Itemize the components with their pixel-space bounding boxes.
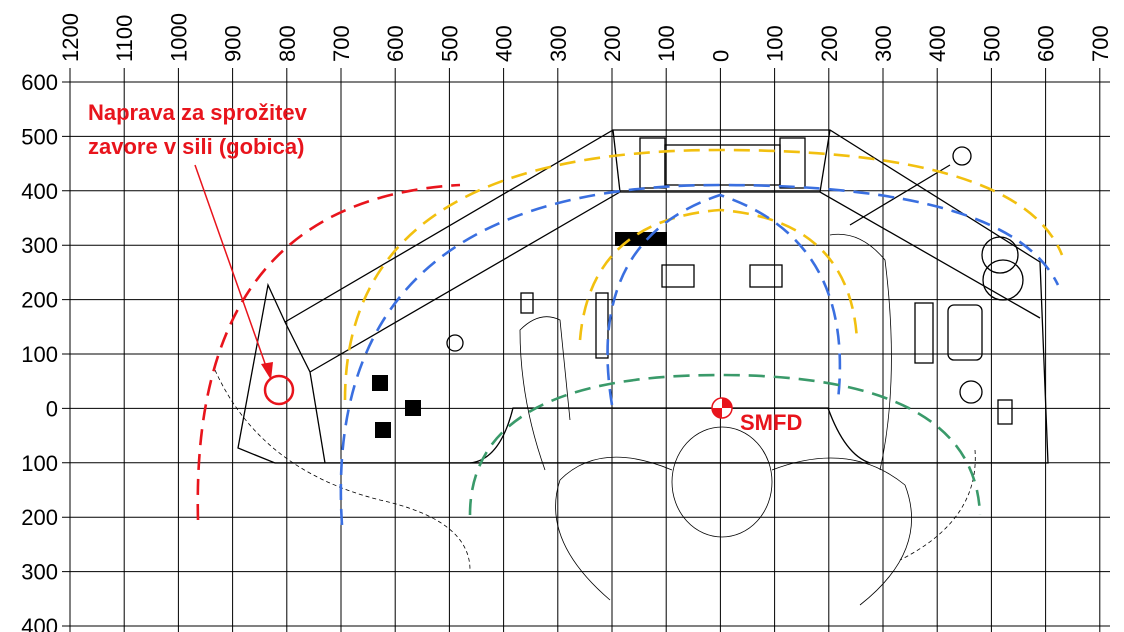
x-axis-label: 200 [600,25,625,62]
y-axis-label: 100 [21,451,58,476]
diagram: 1200110010009008007006005004003002001000… [0,0,1124,632]
operator [215,234,975,605]
annotation: SMFD [740,410,802,435]
body [556,457,912,605]
x-axis-label: 600 [383,25,408,62]
button [375,422,391,438]
x-axis-label: 300 [871,25,896,62]
arm-reach [215,370,975,570]
desk-edge [613,130,620,192]
y-axis-label: 300 [21,560,58,585]
emergency-brake-marker [265,376,293,404]
gauge [983,260,1023,300]
y-axis-label: 100 [21,342,58,367]
desk-outline [238,130,1048,463]
head [672,427,772,537]
y-axis-label: 500 [21,124,58,149]
y-axis-label: 400 [21,179,58,204]
arms [520,234,891,470]
x-axis-label: 100 [654,25,679,62]
x-axis-label: 300 [546,25,571,62]
button [372,375,388,391]
display [662,265,694,287]
reach-zone [580,210,857,340]
y-axis-label: 600 [21,70,58,95]
desk-front [470,408,870,463]
reach-zone [341,185,1058,525]
y-axis-label: 300 [21,233,58,258]
lever [948,305,982,360]
desk-edge [285,322,325,463]
desk [238,130,1048,463]
x-axis-label: 1100 [112,15,137,62]
display [750,265,782,287]
x-axis-label: 800 [275,25,300,62]
x-axis-label: 400 [925,25,950,62]
x-axis-label: 700 [329,25,354,62]
y-axis-label: 0 [46,396,58,421]
knob [960,381,982,403]
x-axis-label: 600 [1034,25,1059,62]
annotation: Naprava za sprožitev [88,100,308,125]
y-axis-label: 200 [21,288,58,313]
x-axis-label: 1000 [166,13,191,62]
lever [596,293,608,358]
reach-zone [198,185,460,520]
reach-zone [345,150,1062,400]
desk-edge [310,192,1040,372]
x-axis-label: 500 [979,25,1004,62]
x-axis-label: 700 [1088,25,1113,62]
lever [521,293,533,313]
x-axis-label: 200 [817,25,842,62]
x-axis-label: 0 [708,50,733,62]
y-axis-label: 200 [21,505,58,530]
button [405,400,421,416]
x-axis-label: 900 [221,25,246,62]
panel [780,138,805,188]
annotation: zavore v sili (gobica) [88,134,304,159]
panel [640,138,665,188]
x-axis-label: 400 [492,25,517,62]
x-axis-label: 1200 [58,13,83,62]
handle-knob [953,147,971,165]
reach-zone [470,375,980,515]
arrow-head [261,362,273,380]
x-axis-label: 500 [437,25,462,62]
x-axis-label: 100 [763,25,788,62]
arrow [195,165,268,372]
switch [998,400,1012,424]
y-axis-label: 400 [21,614,58,632]
